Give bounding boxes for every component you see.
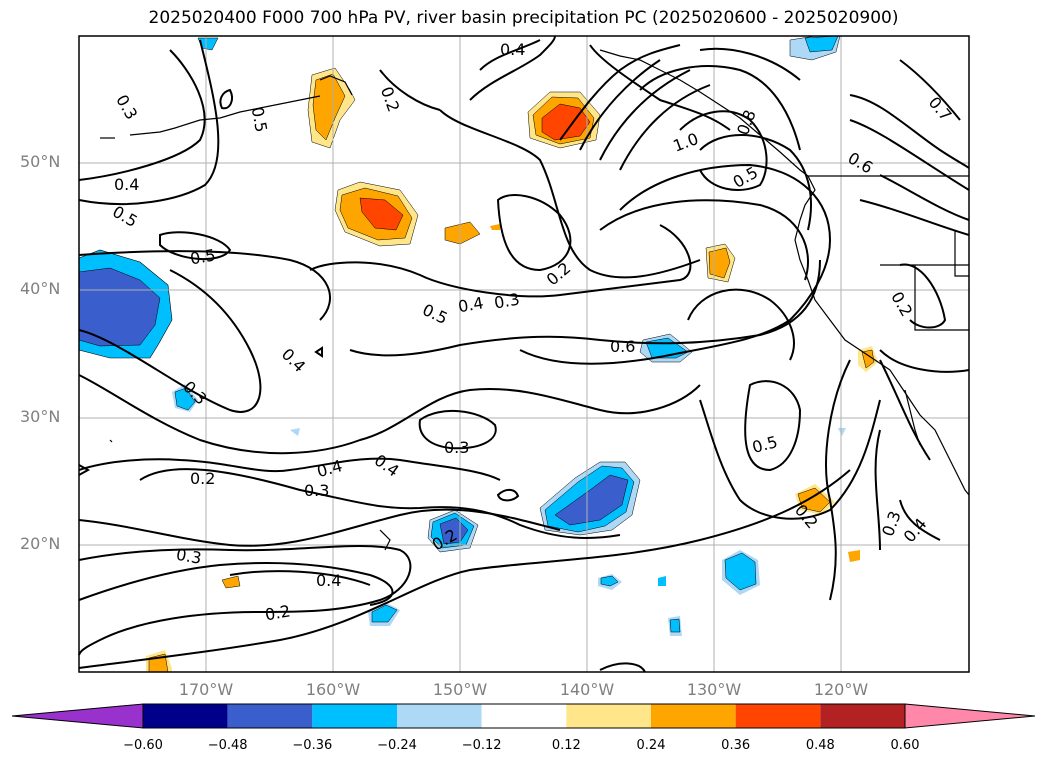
contour-label: 0.5: [189, 245, 217, 268]
contour-label: 0.3: [175, 545, 203, 568]
pv-contours: [78, 35, 970, 673]
contour-label: 0.4: [316, 571, 341, 590]
lon-label-150w: 150°W: [432, 680, 488, 699]
colorbar-segment: [566, 704, 651, 728]
lon-label-140w: 140°W: [559, 680, 615, 699]
colorbar-segment: [227, 704, 313, 728]
map-border: [78, 35, 970, 673]
contour-label: 0.4: [500, 40, 525, 59]
lon-label-160w: 160°W: [305, 680, 361, 699]
contour-label: 0.4: [114, 175, 139, 194]
colorbar-tick-label: −0.24: [377, 738, 417, 753]
colorbar-segment: [143, 704, 228, 728]
contour-label: 0.4: [457, 293, 485, 316]
colorbar-segment: [735, 704, 821, 728]
colorbar-segment: [397, 704, 482, 728]
lon-label-170w: 170°W: [178, 680, 234, 699]
lon-label-130w: 130°W: [686, 680, 742, 699]
colorbar-tick-label: −0.48: [207, 738, 248, 753]
shaded-patches: [78, 35, 878, 673]
colorbar-segment: [312, 704, 397, 728]
contour-label: 0.3: [493, 289, 521, 312]
contour-label: 0.5: [248, 105, 271, 133]
colorbar-segment: [820, 704, 905, 728]
lat-label-50n: 50°N: [20, 152, 61, 171]
lat-label-20n: 20°N: [20, 534, 61, 553]
colorbar-tick-label: −0.12: [461, 738, 502, 753]
colorbar-tick-label: 0.48: [805, 738, 835, 753]
colorbar-extend-low: [11, 703, 144, 729]
contour-label: 0.2: [263, 601, 291, 624]
lon-label-120w: 120°W: [813, 680, 869, 699]
colorbar-border: [142, 703, 906, 729]
map-title: 2025020400 F000 700 hPa PV, river basin …: [148, 8, 899, 28]
colorbar-tick-label: 0.24: [636, 738, 666, 753]
colorbar-tick-label: 0.36: [721, 738, 751, 753]
contour-label: 0.6: [610, 337, 635, 356]
colorbar-tick-label: −0.60: [123, 738, 163, 753]
contour-label: 0.3: [444, 438, 469, 457]
lat-label-30n: 30°N: [20, 407, 61, 426]
colorbar-segment: [651, 704, 736, 728]
colorbar-tick-label: 0.12: [551, 738, 581, 753]
map-frame: [79, 36, 969, 672]
contour-label: 0.2: [190, 469, 215, 488]
coastlines: [100, 49, 970, 551]
colorbar-segments: [11, 703, 1036, 729]
colorbar-tick-label: −0.36: [292, 738, 333, 753]
colorbar-tick-label: 0.60: [890, 738, 920, 753]
colorbar-extend-high: [904, 703, 1036, 729]
colorbar: [11, 703, 1036, 729]
contour-label: 0.3: [304, 481, 329, 500]
colorbar-segment: [481, 704, 567, 728]
lat-label-40n: 40°N: [20, 279, 61, 298]
